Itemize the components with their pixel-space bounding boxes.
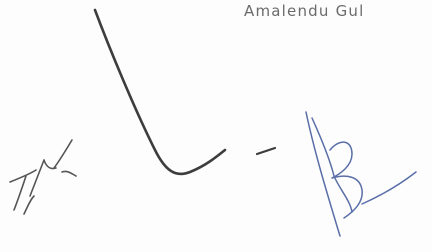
signatures	[0, 0, 432, 252]
signature-left	[10, 140, 76, 214]
signature-middle	[95, 10, 275, 174]
document-scan: Amalendu Gul	[0, 0, 432, 252]
signature-right	[306, 112, 416, 236]
